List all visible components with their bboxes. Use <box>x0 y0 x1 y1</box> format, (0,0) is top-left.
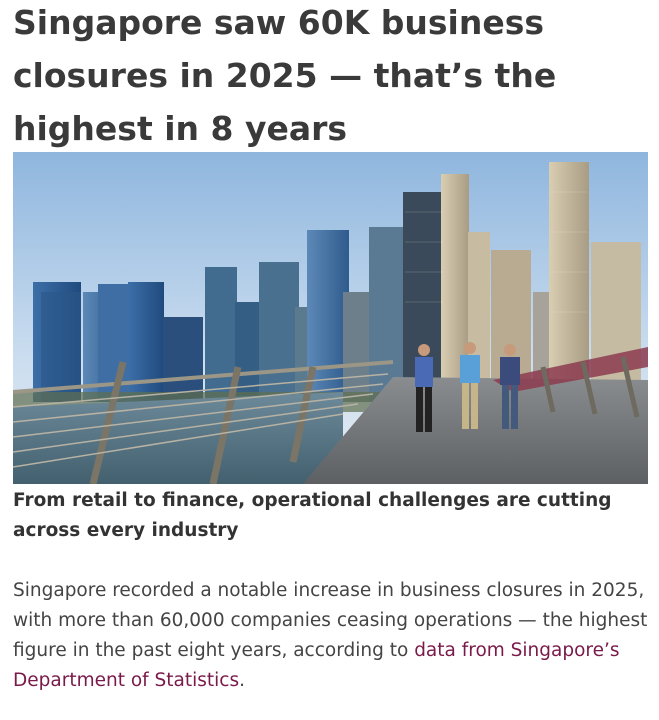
body-text-start: Singapore recorded a notable increase in… <box>13 580 648 661</box>
photo-caption: From retail to finance, operational chal… <box>13 490 612 541</box>
article-headline: Singapore saw 60K business closures in 2… <box>13 3 557 148</box>
body-text-end: . <box>239 670 246 691</box>
department-of-statistics-link[interactable]: data from Singapore’s Department of Stat… <box>13 640 620 691</box>
article-body-paragraph: Singapore recorded a notable increase in… <box>13 576 653 696</box>
article-photo <box>13 152 648 484</box>
